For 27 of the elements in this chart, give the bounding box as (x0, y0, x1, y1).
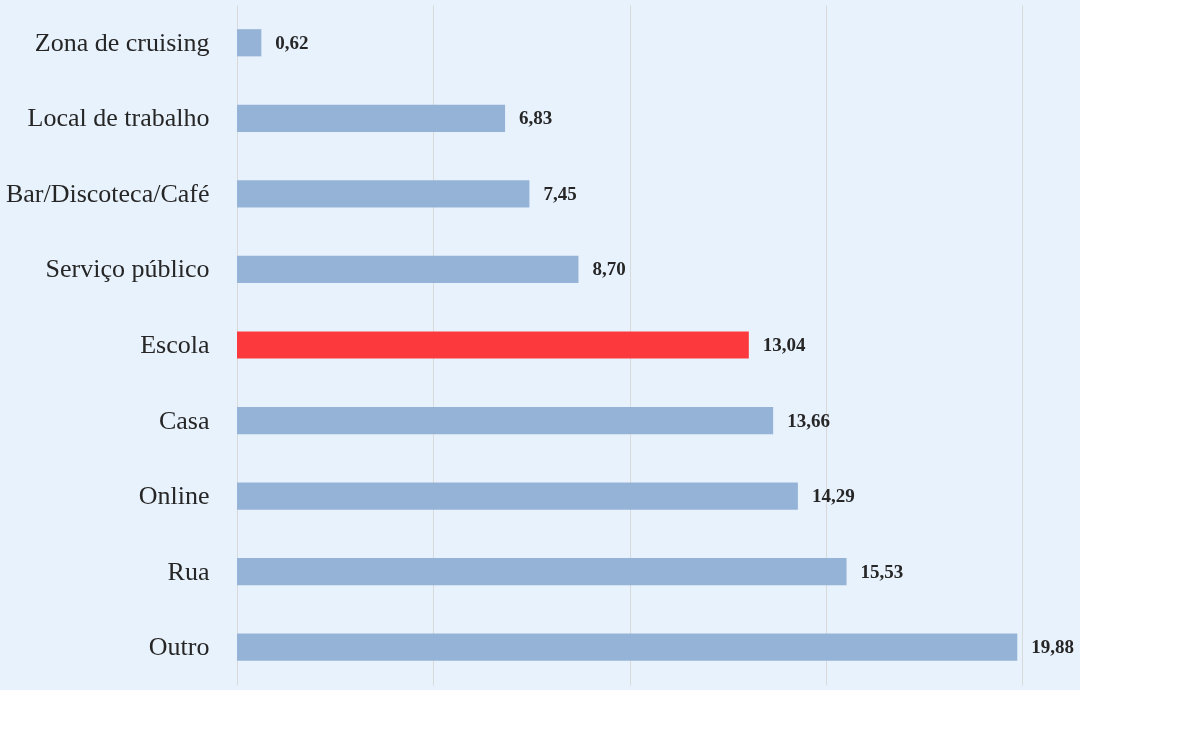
bar (237, 104, 506, 132)
data-label: 13,04 (762, 334, 807, 355)
bar (237, 633, 1018, 661)
data-label: 19,88 (1031, 636, 1075, 658)
y-tick-label: Escola (140, 330, 210, 359)
bar (237, 406, 774, 435)
bar (237, 180, 530, 208)
bar (237, 255, 579, 284)
data-label: 13,66 (787, 409, 830, 431)
y-tick-label: Serviço público (45, 254, 210, 284)
data-label: 0,62 (275, 31, 309, 53)
y-tick-label: Rua (167, 556, 210, 586)
data-label: 15,53 (860, 560, 904, 582)
data-label: 8,70 (592, 258, 626, 280)
y-tick-label: Outro (148, 632, 210, 662)
bar (237, 558, 847, 586)
data-label: 6,83 (519, 107, 553, 129)
data-label: 7,45 (543, 182, 577, 204)
y-tick-label: Casa (158, 405, 210, 435)
data-label: 14,29 (811, 485, 855, 507)
y-tick-label: Online (138, 481, 210, 511)
y-tick-label: Zona de cruising (34, 27, 210, 57)
bar (237, 29, 262, 57)
bar (237, 482, 798, 510)
bar (237, 331, 749, 359)
y-tick-label: Bar/Discoteca/Café (5, 178, 210, 208)
y-tick-label: Local de trabalho (27, 103, 210, 133)
